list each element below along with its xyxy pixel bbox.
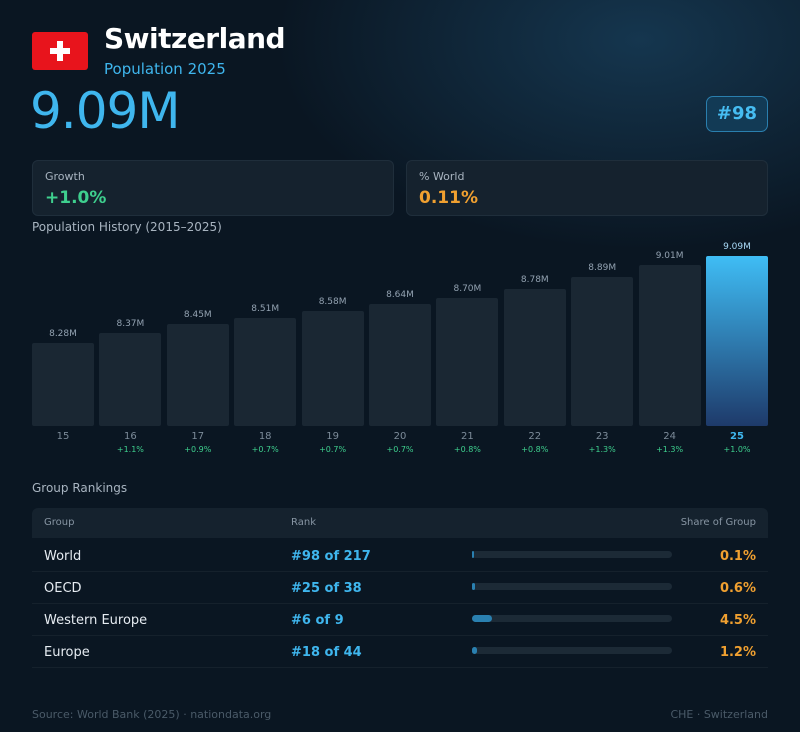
group-share: 4.5% <box>719 613 756 628</box>
bar-value-label: 9.01M <box>655 250 684 261</box>
world-share-value: 0.11% <box>419 188 478 208</box>
world-share-label: % World <box>419 170 465 183</box>
bar-24 <box>638 264 701 426</box>
x-tick-label: 22 <box>528 431 542 442</box>
group-share: 1.2% <box>719 645 756 660</box>
table-row: World #98 of 217 0.1% <box>32 540 768 572</box>
group-share: 0.1% <box>719 549 756 564</box>
share-bar-track <box>472 583 672 590</box>
flag-cross-vertical <box>57 41 63 61</box>
growth-rate-label: +0.8% <box>453 445 481 454</box>
group-rank: #25 of 38 <box>291 581 362 596</box>
col-header-group: Group <box>44 517 75 528</box>
growth-rate-label: +1.0% <box>723 445 751 454</box>
group-share: 0.6% <box>719 581 756 596</box>
group-rank: #18 of 44 <box>291 645 362 660</box>
bar-value-label: 8.37M <box>116 318 145 329</box>
world-share-card: % World 0.11% <box>406 160 768 216</box>
country-code-footer: CHE · Switzerland <box>670 708 768 721</box>
page-subtitle: Population 2025 <box>104 60 226 78</box>
swiss-flag-icon <box>32 32 88 70</box>
table-row: Western Europe #6 of 9 4.5% <box>32 604 768 636</box>
bar-value-label: 8.64M <box>386 290 414 301</box>
rankings-table-header: Group Rank Share of Group <box>32 508 768 538</box>
x-tick-label: 19 <box>326 431 339 442</box>
bar-15 <box>32 342 94 426</box>
x-tick-label: 21 <box>461 431 474 442</box>
share-bar-track <box>472 615 672 622</box>
history-title: Population History (2015–2025) <box>32 220 222 234</box>
group-rank: #98 of 217 <box>291 549 371 564</box>
bar-value-label: 8.70M <box>453 283 482 294</box>
bar-22 <box>503 289 566 426</box>
x-tick-label: 18 <box>258 431 272 442</box>
bar-value-label: 8.51M <box>251 304 280 314</box>
x-tick-label: 16 <box>124 431 137 442</box>
x-tick-label: 15 <box>56 431 70 442</box>
table-row: OECD #25 of 38 0.6% <box>32 572 768 604</box>
group-name: World <box>44 549 82 564</box>
growth-rate-label: +1.3% <box>656 445 684 454</box>
share-bar-track <box>472 551 672 558</box>
col-header-rank: Rank <box>291 517 316 528</box>
bar-value-label: 8.45M <box>183 310 212 321</box>
share-bar-fill <box>472 647 478 654</box>
bar-value-label: 8.58M <box>318 296 347 307</box>
rank-badge: #98 <box>706 96 768 132</box>
share-bar-fill <box>472 551 474 558</box>
table-row: Europe #18 of 44 1.2% <box>32 636 768 668</box>
growth-rate-label: +1.3% <box>588 445 616 454</box>
bar-value-label: 9.09M <box>723 242 751 252</box>
growth-rate-label: +0.9% <box>184 445 212 454</box>
share-bar-fill <box>472 583 475 590</box>
x-tick-label: 17 <box>191 431 205 442</box>
growth-rate-label: +0.7% <box>251 445 279 454</box>
growth-rate-label: +1.1% <box>116 445 144 454</box>
growth-value: +1.0% <box>45 188 107 208</box>
bar-21 <box>436 297 499 426</box>
x-tick-label: 24 <box>663 431 676 442</box>
share-bar-fill <box>472 615 492 622</box>
bar-16 <box>99 332 162 426</box>
source-footer: Source: World Bank (2025) · nationdata.o… <box>32 708 272 721</box>
growth-rate-label: +0.7% <box>319 445 347 454</box>
group-rankings-title: Group Rankings <box>32 481 128 495</box>
bar-value-label: 8.28M <box>49 328 77 339</box>
bar-23 <box>571 277 634 426</box>
bar-19 <box>301 310 364 426</box>
growth-rate-label: +0.7% <box>386 445 414 454</box>
population-value: 9.09M <box>30 82 180 140</box>
growth-rate-label: +0.8% <box>521 445 549 454</box>
bar-25 <box>706 256 768 426</box>
country-name: Switzerland <box>104 22 286 55</box>
bar-18 <box>234 318 297 426</box>
group-name: OECD <box>44 581 82 596</box>
x-tick-label: 25 <box>730 431 744 442</box>
bar-17 <box>166 324 229 426</box>
col-header-share: Share of Group <box>680 517 756 528</box>
x-tick-label: 23 <box>595 431 609 442</box>
group-name: Western Europe <box>44 613 148 628</box>
bar-value-label: 8.78M <box>520 275 549 286</box>
growth-card: Growth +1.0% <box>32 160 394 216</box>
x-tick-label: 20 <box>393 431 407 442</box>
group-rank: #6 of 9 <box>291 613 344 628</box>
bar-value-label: 8.89M <box>588 263 617 274</box>
group-name: Europe <box>44 645 90 660</box>
share-bar-track <box>472 647 672 654</box>
bar-20 <box>369 304 431 426</box>
growth-label: Growth <box>45 170 85 183</box>
